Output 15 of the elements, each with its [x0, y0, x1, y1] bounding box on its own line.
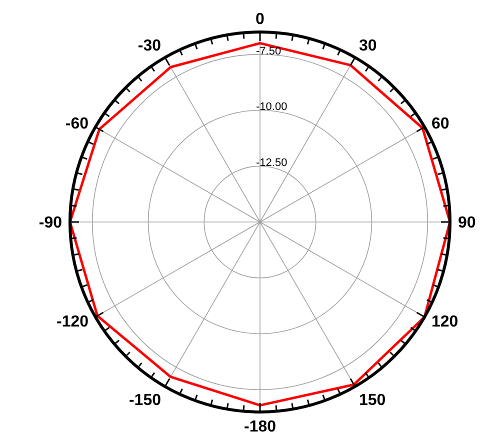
- y-tick-label: -7.50: [256, 45, 282, 58]
- spoke-label: -60: [65, 116, 89, 133]
- spoke-label: -30: [138, 38, 162, 55]
- spoke-label: 120: [431, 314, 458, 331]
- spoke-label: 150: [359, 392, 386, 409]
- spoke-label: 60: [431, 116, 450, 133]
- spoke-label: -120: [56, 314, 89, 331]
- spoke-label: -150: [128, 392, 162, 409]
- spoke-label: 30: [359, 38, 377, 55]
- spoke-label: -180: [244, 418, 276, 436]
- y-tick-label: -10.00: [256, 101, 288, 114]
- spoke-label: 0: [256, 11, 265, 28]
- y-tick-label: -12.50: [256, 157, 288, 170]
- spoke-label: 90: [458, 214, 476, 232]
- spoke-label: -90: [38, 214, 62, 232]
